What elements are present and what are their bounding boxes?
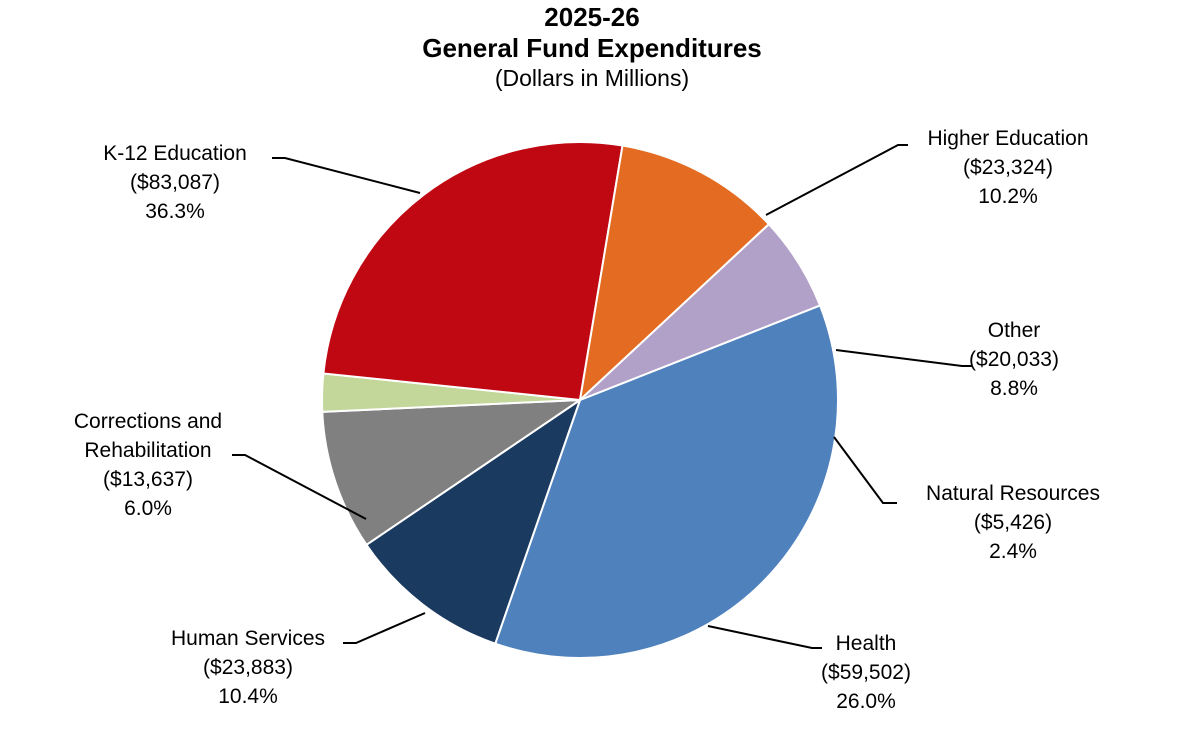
slice-label-name-higher-education: Higher Education <box>927 127 1088 150</box>
slice-label-name-k-12-education: K-12 Education <box>103 142 247 165</box>
leader-line-health <box>707 625 822 649</box>
slice-label-percent-corrections-and-rehabilitation: 6.0% <box>124 497 172 520</box>
leader-line-corrections-and-rehabilitation <box>232 454 367 520</box>
slice-label-name-corrections-and-rehabilitation: Rehabilitation <box>84 439 211 462</box>
pie-slice-corrections-and-rehabilitation <box>579 222 822 401</box>
pie-slice-other <box>321 398 584 547</box>
leader-line-higher-education <box>765 144 908 216</box>
slice-label-value-higher-education: ($23,324) <box>963 156 1053 179</box>
slice-label-value-health: ($59,502) <box>821 661 911 684</box>
slice-label-percent-other: 8.8% <box>990 377 1038 400</box>
slice-label-value-natural-resources: ($5,426) <box>974 511 1052 534</box>
slice-label-percent-natural-resources: 2.4% <box>989 540 1037 563</box>
slice-label-value-corrections-and-rehabilitation: ($13,637) <box>103 468 193 491</box>
slice-label-name-human-services: Human Services <box>171 627 325 650</box>
chart-title: 2025-26 <box>544 2 640 32</box>
slice-label-value-k-12-education: ($83,087) <box>130 171 220 194</box>
chart-title-block: 2025-26 General Fund Expenditures (Dolla… <box>0 2 1184 92</box>
chart-title-2: General Fund Expenditures <box>422 33 762 63</box>
slice-label-value-human-services: ($23,883) <box>203 656 293 679</box>
slice-label-name-other: Other <box>988 319 1041 342</box>
leader-line-natural-resources <box>833 436 897 504</box>
pie-slice-human-services <box>578 144 771 403</box>
pie-slice-health <box>322 141 624 402</box>
chart-subtitle: (Dollars in Millions) <box>494 65 690 91</box>
slice-label-percent-human-services: 10.4% <box>218 685 278 708</box>
slice-label-name-natural-resources: Natural Resources <box>926 482 1100 505</box>
slice-label-name-health: Health <box>836 632 897 655</box>
pie-slice-k-12-education <box>493 304 839 659</box>
leader-line-human-services <box>343 612 426 644</box>
slice-label-percent-health: 26.0% <box>836 690 896 713</box>
pie-slice-higher-education <box>365 397 582 645</box>
leader-line-k-12-education <box>272 157 421 194</box>
slice-label-percent-higher-education: 10.2% <box>978 185 1038 208</box>
slice-label-name-corrections-and-rehabilitation: Corrections and <box>74 410 222 433</box>
slice-label-percent-k-12-education: 36.3% <box>145 200 205 223</box>
leader-line-other <box>835 349 972 367</box>
slice-label-value-other: ($20,033) <box>969 348 1059 371</box>
